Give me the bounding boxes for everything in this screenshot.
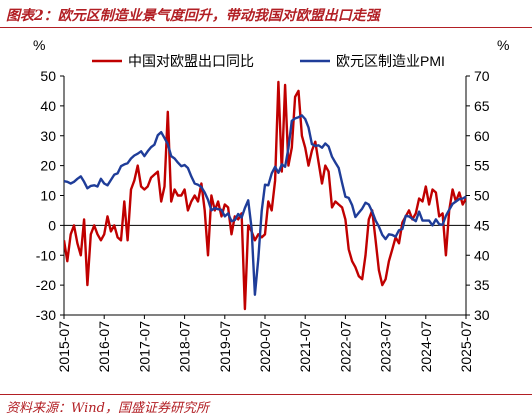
series-line-1 bbox=[64, 80, 466, 311]
left-tick-label: 10 bbox=[40, 188, 56, 204]
right-tick-label: 65 bbox=[474, 98, 490, 114]
left-tick-label: 20 bbox=[40, 158, 56, 174]
x-tick-label: 2019-07 bbox=[217, 321, 233, 373]
x-tick-label: 2015-07 bbox=[56, 321, 72, 373]
left-tick-label: -30 bbox=[36, 307, 56, 323]
x-tick-label: 2024-07 bbox=[418, 321, 434, 373]
figure-title: 图表2：欧元区制造业景气度回升，带动我国对欧盟出口走强 bbox=[6, 8, 380, 24]
left-tick-label: 50 bbox=[40, 68, 56, 84]
right-axis: % 30 35 40 45 50 55 60 65 70 bbox=[465, 37, 509, 323]
title-rule bbox=[0, 27, 532, 28]
legend-label-2: 欧元区制造业PMI bbox=[336, 53, 445, 69]
dual-axis-line-chart: % -30 -20 -10 0 10 20 30 40 50 % 30 35 40 45 50 55 60 65 7… bbox=[33, 37, 509, 373]
source-note: 资料来源：Wind，国盛证券研究所 bbox=[6, 401, 209, 416]
legend: 中国对欧盟出口同比 欧元区制造业PMI bbox=[92, 53, 445, 69]
legend-label-1: 中国对欧盟出口同比 bbox=[128, 53, 254, 69]
x-tick-label: 2018-07 bbox=[177, 321, 193, 373]
left-tick-label: 0 bbox=[48, 217, 56, 233]
right-tick-label: 70 bbox=[474, 68, 490, 84]
left-axis: % -30 -20 -10 0 10 20 30 40 50 bbox=[33, 37, 65, 323]
right-tick-label: 45 bbox=[474, 217, 490, 233]
series-line-2 bbox=[64, 114, 466, 296]
left-tick-label: -20 bbox=[36, 277, 56, 293]
x-tick-label: 2025-07 bbox=[458, 321, 474, 373]
right-tick-label: 50 bbox=[474, 188, 490, 204]
right-tick-label: 55 bbox=[474, 158, 490, 174]
x-tick-label: 2023-07 bbox=[378, 321, 394, 373]
left-axis-unit: % bbox=[33, 37, 45, 53]
left-tick-label: -10 bbox=[36, 247, 56, 263]
x-tick-label: 2021-07 bbox=[297, 321, 313, 373]
right-tick-label: 60 bbox=[474, 128, 490, 144]
right-axis-unit: % bbox=[497, 37, 509, 53]
x-tick-label: 2020-07 bbox=[257, 321, 273, 373]
right-tick-label: 40 bbox=[474, 247, 490, 263]
left-tick-label: 30 bbox=[40, 128, 56, 144]
source-rule bbox=[0, 394, 532, 395]
right-tick-label: 35 bbox=[474, 277, 490, 293]
left-tick-label: 40 bbox=[40, 98, 56, 114]
x-tick-label: 2016-07 bbox=[96, 321, 112, 373]
x-tick-label: 2017-07 bbox=[136, 321, 152, 373]
x-axis: 2015-07 2016-07 2017-07 2018-07 2019-07 2020-… bbox=[56, 314, 474, 373]
plot-area bbox=[64, 80, 466, 311]
right-tick-label: 30 bbox=[474, 307, 490, 323]
x-tick-label: 2022-07 bbox=[337, 321, 353, 373]
